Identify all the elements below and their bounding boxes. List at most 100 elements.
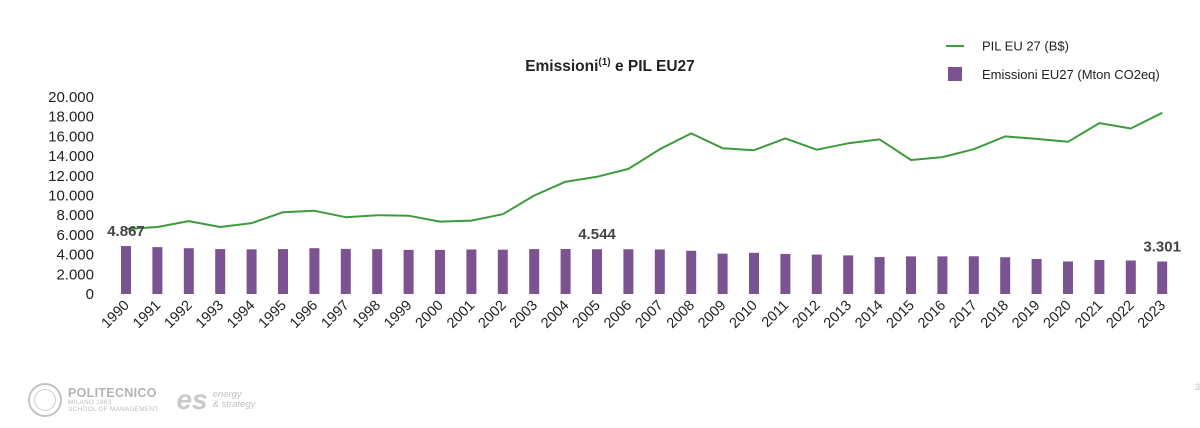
x-tick-label: 2018 bbox=[978, 298, 1012, 332]
chart-title-text: Emissioni(1) e PIL EU27 bbox=[525, 57, 695, 75]
x-tick-label: 1995 bbox=[256, 298, 290, 332]
bar bbox=[937, 256, 948, 294]
y-tick-label: 20.000 bbox=[48, 89, 94, 106]
x-tick-label: 1996 bbox=[287, 298, 321, 332]
x-tick-label: 2001 bbox=[444, 298, 478, 332]
bar bbox=[811, 254, 822, 294]
bar bbox=[843, 255, 854, 294]
x-tick-label: 2010 bbox=[727, 298, 761, 332]
bar bbox=[717, 253, 728, 294]
politecnico-seal-icon bbox=[28, 383, 62, 417]
x-tick-label: 2000 bbox=[413, 298, 447, 332]
bar bbox=[309, 248, 320, 294]
line-series bbox=[125, 111, 1163, 230]
data-labels: 4.867 4.544 3.301 bbox=[107, 223, 1181, 255]
x-tick-label: 2020 bbox=[1041, 298, 1075, 332]
footer-logos: POLITECNICO MILANO 1863 SCHOOL OF MANAGE… bbox=[28, 378, 255, 422]
es-mark: es bbox=[176, 384, 208, 415]
bar-series bbox=[121, 246, 1168, 294]
bar bbox=[435, 249, 445, 294]
x-tick-label: 2019 bbox=[1009, 298, 1043, 332]
x-tick-label: 2016 bbox=[915, 298, 949, 332]
bar bbox=[183, 248, 194, 294]
bar bbox=[121, 246, 131, 294]
bar bbox=[1031, 258, 1042, 294]
y-tick-label: 2.000 bbox=[56, 266, 94, 283]
x-tick-label: 1990 bbox=[99, 298, 133, 332]
y-tick-label: 14.000 bbox=[48, 148, 94, 165]
bar bbox=[1125, 260, 1136, 294]
bar bbox=[1157, 261, 1168, 294]
es-line1: energy bbox=[212, 388, 242, 400]
x-tick-label: 2023 bbox=[1135, 298, 1169, 332]
x-tick-label: 2006 bbox=[601, 298, 635, 332]
line-path bbox=[125, 111, 1163, 230]
x-tick-label: 2021 bbox=[1072, 298, 1106, 332]
bar bbox=[592, 249, 602, 294]
poli-name: POLITECNICO bbox=[68, 385, 157, 400]
x-tick-label: 2013 bbox=[821, 298, 855, 332]
bar bbox=[623, 249, 634, 294]
x-tick-label: 2005 bbox=[570, 298, 604, 332]
title-main: Emissioni bbox=[525, 58, 598, 75]
bar bbox=[749, 252, 759, 294]
energy-strategy-logo: es energy & strategy bbox=[176, 386, 255, 414]
y-tick-label: 6.000 bbox=[56, 227, 94, 244]
x-tick-label: 2017 bbox=[946, 298, 980, 332]
bar bbox=[466, 249, 477, 294]
bar bbox=[874, 257, 885, 294]
bar bbox=[654, 249, 665, 294]
bar bbox=[529, 249, 540, 294]
poli-city: MILANO 1863 bbox=[68, 398, 112, 406]
x-tick-label: 1998 bbox=[350, 298, 384, 332]
x-tick-label: 1997 bbox=[318, 298, 352, 332]
y-tick-label: 16.000 bbox=[48, 128, 94, 145]
chart-title: Emissioni(1) e PIL EU27 bbox=[525, 57, 695, 75]
y-axis: 0 2.000 4.000 6.000 8.000 10.000 12.000 14.000 1… bbox=[48, 89, 94, 303]
bar bbox=[340, 248, 351, 294]
bar bbox=[968, 256, 979, 294]
bar bbox=[1063, 261, 1073, 294]
data-label: 4.544 bbox=[578, 226, 616, 243]
x-tick-label: 2004 bbox=[538, 298, 572, 332]
bar bbox=[152, 247, 163, 294]
x-tick-label: 2015 bbox=[884, 298, 918, 332]
poli-school: SCHOOL OF MANAGEMENT bbox=[68, 405, 159, 413]
x-tick-label: 2009 bbox=[695, 298, 729, 332]
x-tick-label: 2007 bbox=[632, 298, 666, 332]
bar bbox=[246, 249, 257, 294]
bar bbox=[686, 250, 697, 294]
title-suffix: e PIL EU27 bbox=[611, 58, 695, 75]
x-tick-label: 1994 bbox=[224, 298, 258, 332]
bar bbox=[560, 248, 571, 294]
y-tick-label: 10.000 bbox=[48, 188, 94, 205]
legend-bar-label: Emissioni EU27 (Mton CO2eq) bbox=[982, 67, 1160, 82]
x-tick-label: 1992 bbox=[161, 298, 195, 332]
data-label: 4.867 bbox=[107, 223, 145, 240]
y-tick-label: 0 bbox=[86, 286, 94, 303]
y-tick-label: 8.000 bbox=[56, 207, 94, 224]
y-tick-label: 4.000 bbox=[56, 247, 94, 264]
y-tick-label: 18.000 bbox=[48, 109, 94, 126]
bar bbox=[215, 249, 226, 294]
x-tick-label: 2003 bbox=[507, 298, 541, 332]
x-tick-label: 2022 bbox=[1103, 298, 1137, 332]
legend-bar-swatch bbox=[948, 67, 962, 81]
bar bbox=[403, 249, 414, 294]
bar bbox=[1000, 257, 1011, 294]
bar bbox=[278, 249, 288, 294]
legend-line-label: PIL EU 27 (B$) bbox=[982, 39, 1069, 54]
x-tick-label: 1991 bbox=[130, 298, 164, 332]
x-tick-label: 2002 bbox=[475, 298, 509, 332]
data-label: 3.301 bbox=[1143, 238, 1181, 255]
es-line2: & strategy bbox=[212, 399, 256, 410]
y-tick-label: 12.000 bbox=[48, 168, 94, 185]
bar bbox=[906, 256, 916, 294]
bar bbox=[780, 253, 791, 294]
x-tick-label: 2011 bbox=[759, 298, 792, 331]
title-superscript: (1) bbox=[598, 57, 610, 68]
bar bbox=[372, 249, 383, 294]
bar bbox=[1094, 260, 1105, 294]
bar bbox=[497, 249, 508, 294]
